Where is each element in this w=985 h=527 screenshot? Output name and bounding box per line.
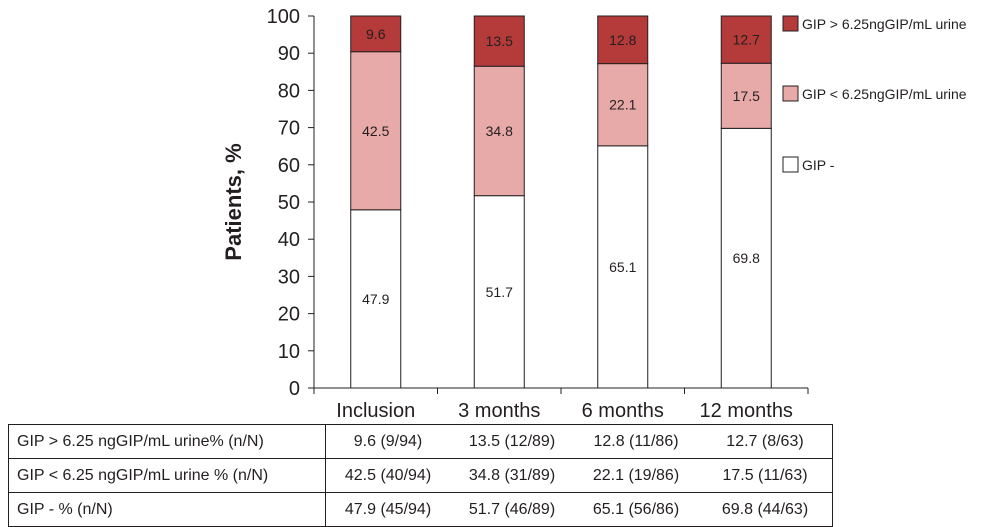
bar-segment: [720, 15, 772, 64]
x-tick-label: 12 months: [700, 400, 793, 420]
data-label: 12.8: [609, 32, 636, 48]
data-label: 13.5: [486, 33, 513, 49]
table-cell: 12.7 (8/63): [698, 424, 833, 459]
table-row: GIP < 6.25 ngGIP/mL urine % (n/N) 42.5 (4…: [8, 458, 833, 493]
data-label: 17.5: [733, 88, 760, 104]
legend-swatch: [782, 85, 799, 102]
row-label: GIP < 6.25 ngGIP/mL urine % (n/N): [8, 458, 326, 493]
y-tick-label: 80: [278, 80, 300, 102]
y-tick-label: 50: [278, 192, 300, 214]
legend-label: GIP > 6.25ngGIP/mL urine: [802, 16, 967, 32]
y-tick-label: 60: [278, 155, 300, 177]
bar-segment: [597, 63, 649, 147]
table-cell: 12.8 (11/86): [574, 424, 698, 459]
data-label: 69.8: [733, 250, 760, 266]
table-cell: 9.6 (9/94): [325, 424, 450, 459]
x-tick-label: Inclusion: [336, 400, 415, 420]
table-row: GIP > 6.25 ngGIP/mL urine% (n/N) 9.6 (9/9…: [8, 424, 833, 459]
table-cell: 42.5 (40/94): [325, 458, 450, 493]
data-label: 22.1: [609, 97, 636, 113]
y-tick-label: 0: [289, 378, 300, 400]
table-cell: 65.1 (56/86): [574, 492, 698, 527]
x-tick-label: 3 months: [458, 400, 540, 420]
data-label: 12.7: [733, 32, 760, 48]
bar-segment: [350, 209, 402, 389]
data-label: 34.8: [486, 123, 513, 139]
y-tick-label: 70: [278, 118, 300, 140]
row-label: GIP - % (n/N): [8, 492, 326, 527]
y-tick-label: 100: [267, 6, 300, 28]
data-label: 65.1: [609, 259, 636, 275]
y-axis-label: Patients, %: [221, 143, 246, 260]
legend-swatch: [782, 156, 799, 173]
table-cell: 34.8 (31/89): [450, 458, 574, 493]
y-tick-label: 90: [278, 43, 300, 65]
bar-segment: [597, 145, 649, 389]
bar-segment: [720, 127, 772, 389]
x-tick-label: 6 months: [582, 400, 664, 420]
table-row: GIP - % (n/N) 47.9 (45/94) 51.7 (46/89) 65.…: [8, 492, 833, 527]
y-tick-label: 20: [278, 304, 300, 326]
bar-segment: [473, 15, 525, 67]
bar-segment: [350, 15, 402, 53]
y-tick-label: 10: [278, 341, 300, 363]
x-axis: Inclusion 3 months 6 months 12 months: [313, 387, 809, 420]
table-cell: 17.5 (11/63): [698, 458, 833, 493]
y-axis: 0 10 20 30 40 50 60 70 80 90 100: [267, 6, 315, 400]
bar-segment: [597, 15, 649, 65]
bars: 47.9 42.5 9.6 51.7 34.8 13.5 65.1 22.1 12.8 69.8 1…: [350, 15, 772, 389]
row-label: GIP > 6.25 ngGIP/mL urine% (n/N): [8, 424, 326, 459]
data-label: 42.5: [362, 123, 389, 139]
legend-label: GIP -: [802, 157, 835, 173]
bar-segment: [720, 62, 772, 129]
legend-label: GIP < 6.25ngGIP/mL urine: [802, 86, 967, 102]
table-cell: 22.1 (19/86): [574, 458, 698, 493]
data-table: GIP > 6.25 ngGIP/mL urine% (n/N) 9.6 (9/9…: [8, 424, 833, 527]
table-cell: 69.8 (44/63): [698, 492, 833, 527]
bar-segment: [473, 65, 525, 197]
y-tick-label: 40: [278, 229, 300, 251]
data-label: 51.7: [486, 284, 513, 300]
legend-swatch: [782, 15, 799, 32]
data-label: 9.6: [366, 26, 386, 42]
table-cell: 51.7 (46/89): [450, 492, 574, 527]
table-cell: 13.5 (12/89): [450, 424, 574, 459]
legend: GIP > 6.25ngGIP/mL urine GIP < 6.25ngGIP/…: [782, 15, 967, 173]
table-cell: 47.9 (45/94): [325, 492, 450, 527]
data-label: 47.9: [362, 291, 389, 307]
y-tick-label: 30: [278, 266, 300, 288]
